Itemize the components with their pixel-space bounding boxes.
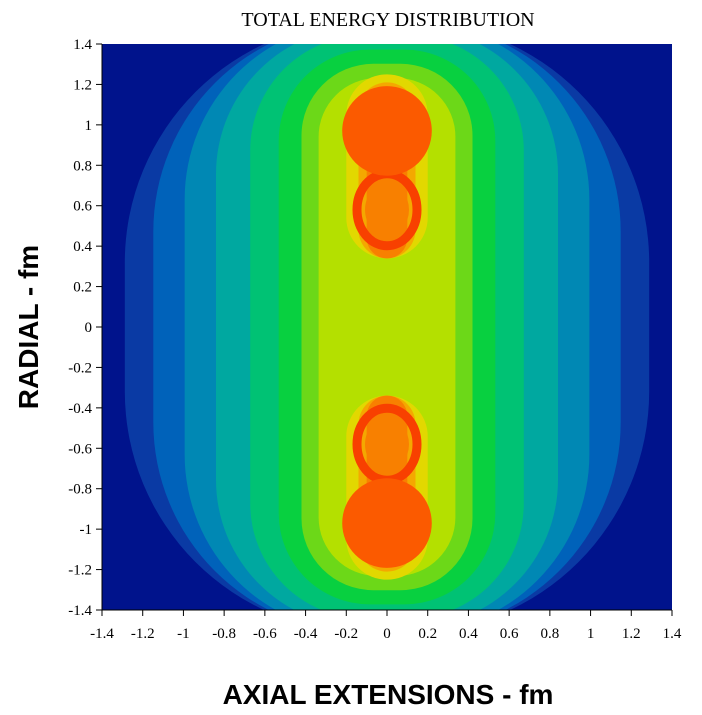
x-tick-label: 0 <box>383 626 391 642</box>
y-tick-label: 1.4 <box>73 37 92 53</box>
x-tick-label: 0.6 <box>500 626 519 642</box>
y-tick-label: 1 <box>85 118 93 134</box>
heatmap-field <box>102 44 672 610</box>
x-tick-label: -0.8 <box>212 626 236 642</box>
y-tick-label: -0.4 <box>68 401 92 417</box>
inner-core <box>365 418 409 471</box>
peak-disc <box>342 478 432 568</box>
x-tick-label: -0.2 <box>334 626 358 642</box>
x-tick-label: 0.2 <box>418 626 437 642</box>
x-tick-label: -0.4 <box>294 626 318 642</box>
y-axis-label: RADIAL - fm <box>13 245 44 409</box>
y-tick-label: -1.4 <box>68 603 92 619</box>
chart-title: TOTAL ENERGY DISTRIBUTION <box>241 9 534 31</box>
x-tick-label: -1 <box>177 626 190 642</box>
x-tick-label: -1.2 <box>131 626 155 642</box>
y-tick-label: -0.8 <box>68 482 92 498</box>
y-tick-label: 0.2 <box>73 280 92 296</box>
y-tick-label: 0.4 <box>73 239 92 255</box>
x-tick-label: -1.4 <box>90 626 114 642</box>
y-tick-label: 1.2 <box>73 77 92 93</box>
y-tick-label: 0 <box>85 320 93 336</box>
y-tick-group: 1.4 1.2 1 0.8 0.6 0.4 0.2 0 -0.2 -0.4 -0.6 -0.8 -1 -1… <box>68 37 102 619</box>
x-tick-label: -0.6 <box>253 626 277 642</box>
x-tick-label: 1.2 <box>622 626 641 642</box>
x-axis-label: AXIAL EXTENSIONS - fm <box>223 679 554 710</box>
x-tick-label: 0.8 <box>540 626 559 642</box>
x-tick-group: -1.4 -1.2 -1 -0.8 -0.6 -0.4 -0.2 0 0.2 0.4 0.6 0.8 1… <box>90 610 682 642</box>
inner-core <box>365 183 409 236</box>
y-tick-label: -1 <box>80 522 93 538</box>
y-tick-label: -0.6 <box>68 441 92 457</box>
peak-disc <box>342 86 432 176</box>
x-tick-label: 1 <box>587 626 595 642</box>
y-tick-label: 0.6 <box>73 199 92 215</box>
y-tick-label: -0.2 <box>68 360 92 376</box>
x-tick-label: 0.4 <box>459 626 478 642</box>
y-tick-label: -1.2 <box>68 563 92 579</box>
x-tick-label: 1.4 <box>663 626 682 642</box>
y-tick-label: 0.8 <box>73 158 92 174</box>
